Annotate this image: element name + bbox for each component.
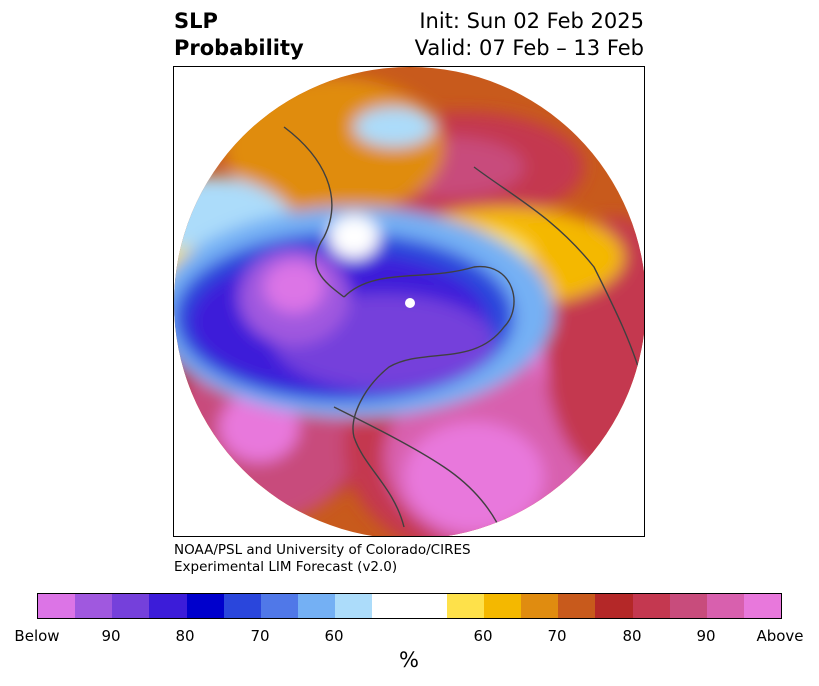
colorbar-tick-label: 70 [547,627,567,645]
colorbar-segment [75,594,113,618]
credit-line-1: NOAA/PSL and University of Colorado/CIRE… [174,542,471,558]
colorbar-tick-label: Below [14,627,60,645]
valid-range: Valid: 07 Feb – 13 Feb [414,36,644,60]
polar-map [173,66,645,537]
colorbar-segment [335,594,373,618]
colorbar-segment [483,594,522,618]
colorbar-tick-label: 90 [101,627,121,645]
colorbar-tick-label: 70 [250,627,270,645]
colorbar-segment [521,594,559,618]
colorbar-segment [223,594,261,618]
init-date: Init: Sun 02 Feb 2025 [419,9,644,33]
colorbar-segment [186,594,224,618]
credit-line-2: Experimental LIM Forecast (v2.0) [174,559,398,575]
colorbar-segment [743,594,782,618]
colorbar-segment [260,594,299,618]
colorbar-segment [632,594,670,618]
title-line-2: Probability [174,36,304,60]
colorbar-unit: % [399,648,419,672]
colorbar-segment [706,594,744,618]
colorbar-tick-label: 80 [622,627,642,645]
colorbar [37,593,782,619]
colorbar-segment [298,594,336,618]
credit-text: NOAA/PSL and University of Colorado/CIRE… [174,542,471,576]
colorbar-tick-label: 60 [473,627,493,645]
colorbar-segment [409,594,447,618]
colorbar-tick-label: 90 [696,627,716,645]
colorbar-segment [558,594,596,618]
colorbar-tick-label: 60 [324,627,344,645]
colorbar-tick-label: 80 [175,627,195,645]
title-line-1: SLP [174,9,218,33]
colorbar-segment [595,594,633,618]
colorbar-segment [669,594,707,618]
colorbar-segment [372,594,410,618]
colorbar-segment [149,594,187,618]
colorbar-segment [38,594,76,618]
map-title: SLP Probability [174,8,304,62]
colorbar-segment [446,594,484,618]
forecast-dates: Init: Sun 02 Feb 2025 Valid: 07 Feb – 13… [415,8,644,62]
colorbar-segment [112,594,150,618]
colorbar-tick-label: Above [756,627,804,645]
probability-field [174,67,644,536]
